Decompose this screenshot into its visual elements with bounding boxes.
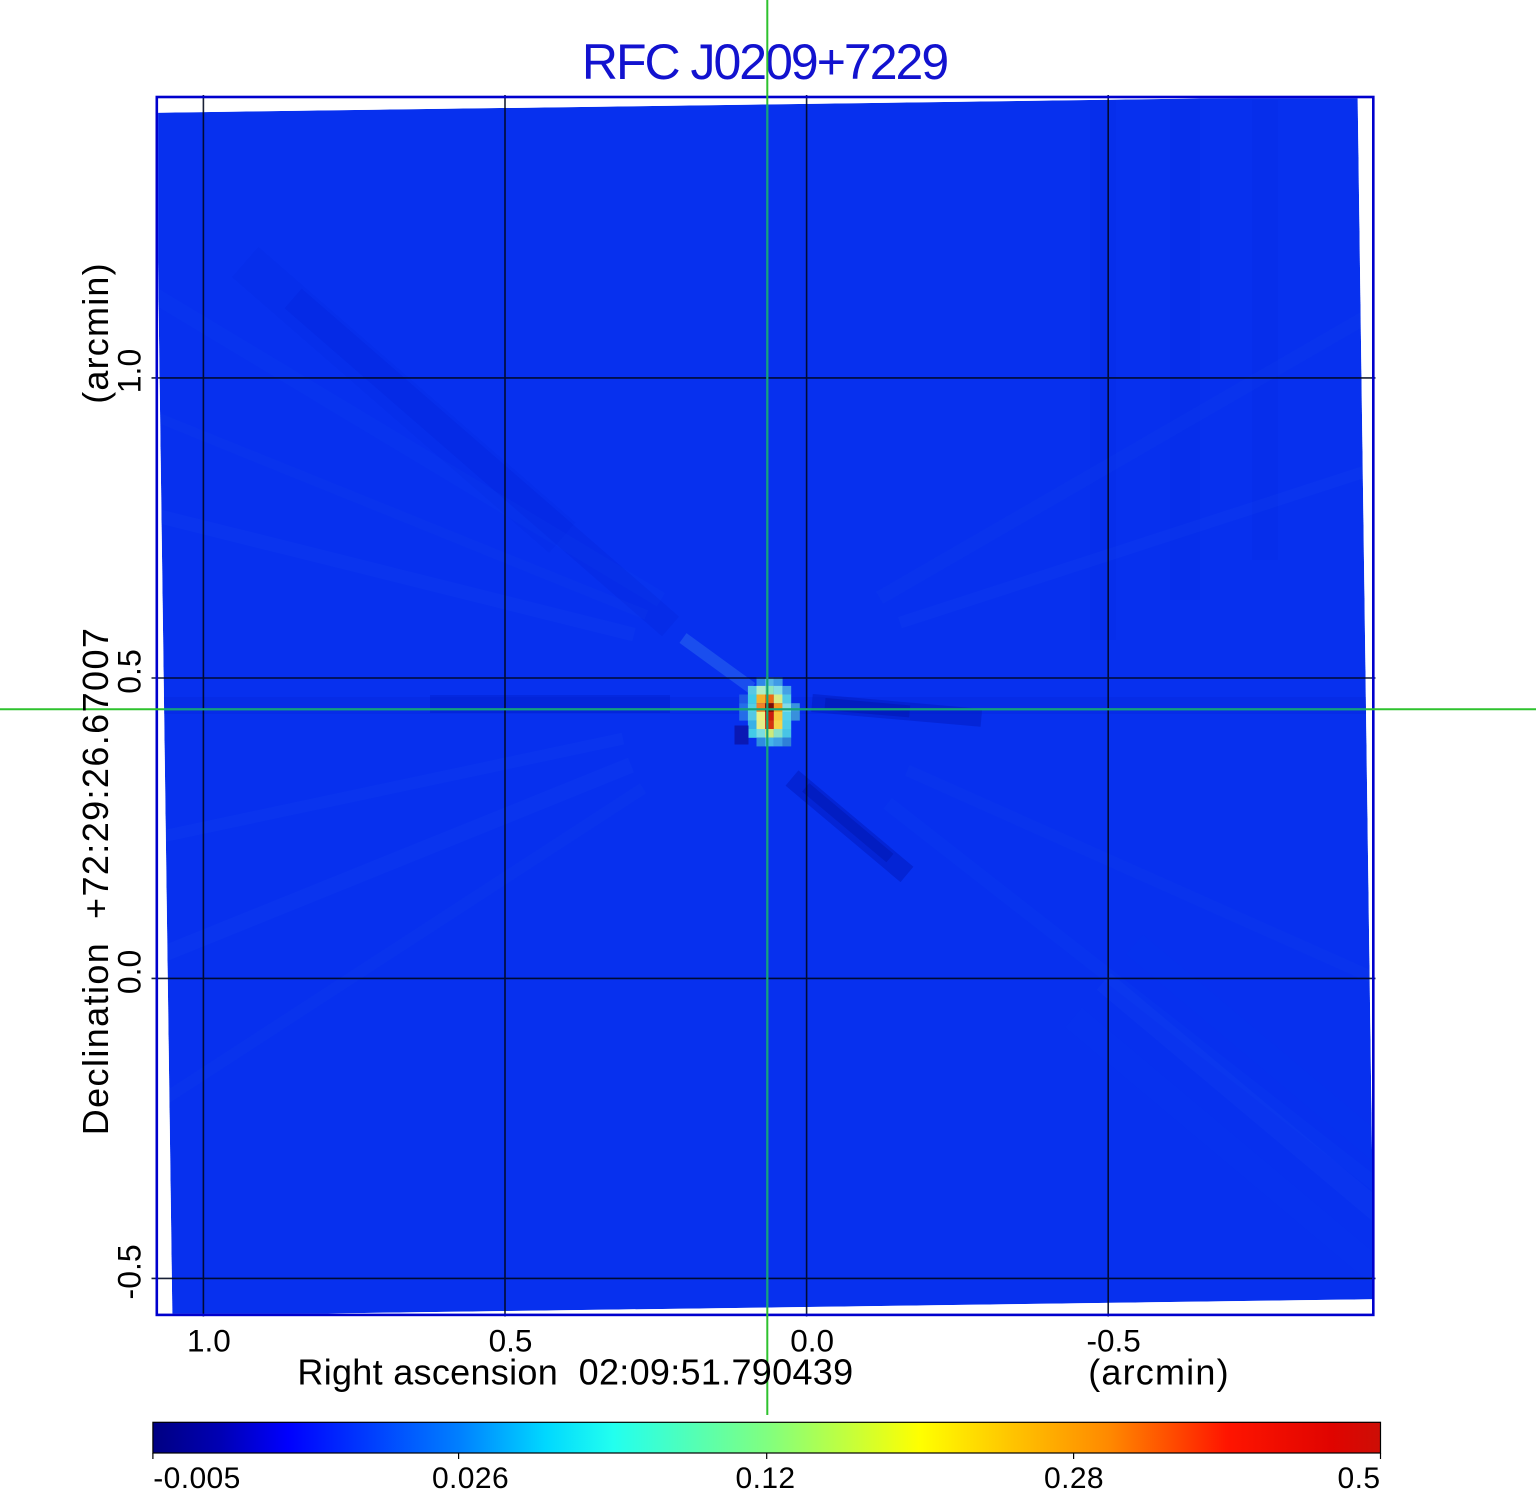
svg-text:0.0: 0.0 bbox=[112, 950, 148, 994]
svg-text:1.0: 1.0 bbox=[112, 349, 148, 393]
svg-text:1.0: 1.0 bbox=[187, 1323, 231, 1359]
svg-text:RFC J0209+7229: RFC J0209+7229 bbox=[582, 34, 948, 90]
svg-text:0.5: 0.5 bbox=[112, 649, 148, 693]
svg-text:Right ascension 02:09:51.7904: Right ascension 02:09:51.790439 bbox=[297, 1352, 853, 1393]
svg-text:0.12: 0.12 bbox=[736, 1462, 796, 1495]
svg-text:0.28: 0.28 bbox=[1044, 1462, 1104, 1495]
svg-text:-0.5: -0.5 bbox=[1087, 1323, 1141, 1359]
svg-text:-0.005: -0.005 bbox=[153, 1462, 240, 1495]
svg-text:(arcmin): (arcmin) bbox=[1088, 1352, 1230, 1393]
svg-text:Declination +72:29:26.67007: Declination +72:29:26.67007 bbox=[75, 627, 116, 1136]
svg-text:(arcmin): (arcmin) bbox=[75, 262, 116, 404]
svg-text:0.5: 0.5 bbox=[1338, 1462, 1381, 1495]
svg-text:0.026: 0.026 bbox=[432, 1462, 509, 1495]
svg-text:0.5: 0.5 bbox=[489, 1323, 533, 1359]
svg-text:-0.5: -0.5 bbox=[112, 1244, 148, 1299]
svg-text:0.0: 0.0 bbox=[790, 1323, 834, 1359]
